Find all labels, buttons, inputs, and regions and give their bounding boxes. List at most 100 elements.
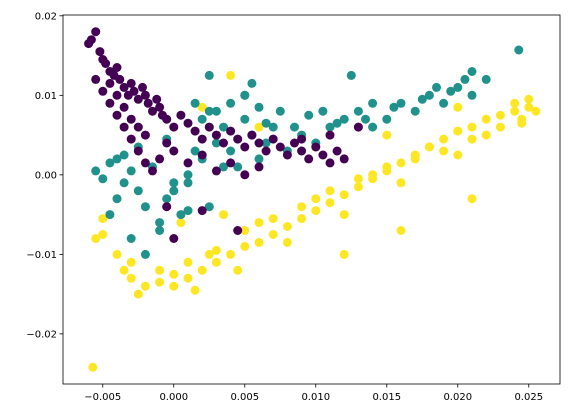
scatter-point [140, 202, 150, 212]
scatter-point [204, 122, 214, 132]
scatter-point [91, 166, 101, 176]
scatter-point [183, 257, 193, 267]
scatter-point [162, 138, 172, 148]
scatter-point [439, 146, 449, 156]
scatter-point [226, 70, 236, 80]
scatter-point [282, 237, 292, 247]
scatter-point [290, 138, 299, 148]
scatter-point [233, 226, 243, 235]
scatter-point [211, 138, 221, 148]
scatter-point [339, 210, 349, 220]
scatter-point [197, 102, 207, 112]
scatter-point [396, 158, 406, 168]
scatter-point [204, 249, 214, 259]
scatter-point [155, 102, 165, 112]
scatter-point [439, 134, 449, 144]
scatter-point [133, 146, 143, 156]
scatter-point [211, 130, 221, 140]
scatter-point [226, 158, 236, 168]
scatter-point [143, 98, 153, 108]
scatter-point [155, 277, 165, 287]
scatter-point [481, 114, 491, 124]
scatter-point [531, 106, 541, 116]
scatter-point [183, 273, 193, 283]
scatter-point [112, 110, 122, 120]
scatter-point [204, 106, 214, 116]
scatter-point [517, 118, 527, 128]
scatter-point [325, 130, 335, 140]
scatter-point [439, 98, 449, 108]
scatter-point [140, 130, 150, 140]
scatter-point [275, 106, 285, 116]
scatter-point [467, 134, 477, 144]
scatter-point [233, 162, 243, 172]
scatter-point [424, 90, 434, 100]
axes-frame [62, 14, 561, 385]
x-tick-label: 0.025 [514, 392, 543, 403]
scatter-point [183, 206, 193, 216]
scatter-point [290, 122, 299, 132]
scatter-point [119, 178, 129, 188]
series-0 [88, 70, 541, 372]
scatter-point [514, 45, 524, 55]
scatter-point [353, 182, 363, 192]
scatter-point [169, 178, 179, 188]
scatter-point [311, 194, 321, 204]
scatter-point [297, 202, 307, 212]
scatter-point [115, 74, 125, 84]
x-tick-label: 0.015 [372, 392, 401, 403]
scatter-point [453, 82, 463, 92]
scatter-point [169, 186, 179, 196]
scatter-point [133, 122, 143, 132]
scatter-point [247, 130, 257, 140]
scatter-point [162, 202, 172, 212]
scatter-point [126, 234, 136, 243]
scatter-point [325, 122, 335, 132]
scatter-point [140, 249, 150, 259]
scatter-point [140, 281, 150, 291]
scatter-point [297, 134, 307, 144]
scatter-point [133, 186, 143, 196]
scatter-point [318, 150, 328, 160]
scatter-point [95, 47, 105, 57]
scatter-point [261, 138, 271, 148]
scatter-point [318, 106, 328, 116]
scatter-point [297, 146, 307, 156]
scatter-point [98, 86, 108, 96]
scatter-point [169, 146, 179, 156]
scatter-point [190, 146, 200, 156]
scatter-point [304, 110, 314, 120]
scatter-point [282, 222, 292, 231]
scatter-point [98, 214, 108, 224]
scatter-point [197, 114, 207, 124]
scatter-point [396, 98, 406, 108]
scatter-point [311, 142, 321, 152]
scatter-point [389, 102, 399, 112]
scatter-point [382, 162, 392, 172]
scatter-point [361, 114, 370, 124]
scatter-point [268, 122, 278, 132]
scatter-point [148, 106, 157, 116]
scatter-point [204, 202, 214, 212]
scatter-point [211, 245, 221, 255]
scatter-point [268, 230, 278, 239]
scatter-point [510, 106, 520, 116]
scatter-point [204, 70, 214, 80]
scatter-point [197, 134, 207, 144]
scatter-point [410, 154, 420, 164]
scatter-point [219, 162, 228, 172]
scatter-point [247, 78, 257, 88]
scatter-point [176, 210, 186, 220]
scatter-point [353, 174, 363, 184]
scatter-point [495, 122, 505, 132]
scatter-point [297, 214, 307, 224]
scatter-point [325, 198, 335, 208]
scatter-point [155, 218, 165, 228]
scatter-point [190, 285, 200, 295]
scatter-point [112, 154, 122, 164]
scatter-point [126, 166, 136, 176]
scatter-point [169, 122, 179, 132]
scatter-point [211, 257, 221, 267]
scatter-point [119, 82, 129, 92]
scatter-point [138, 82, 147, 92]
